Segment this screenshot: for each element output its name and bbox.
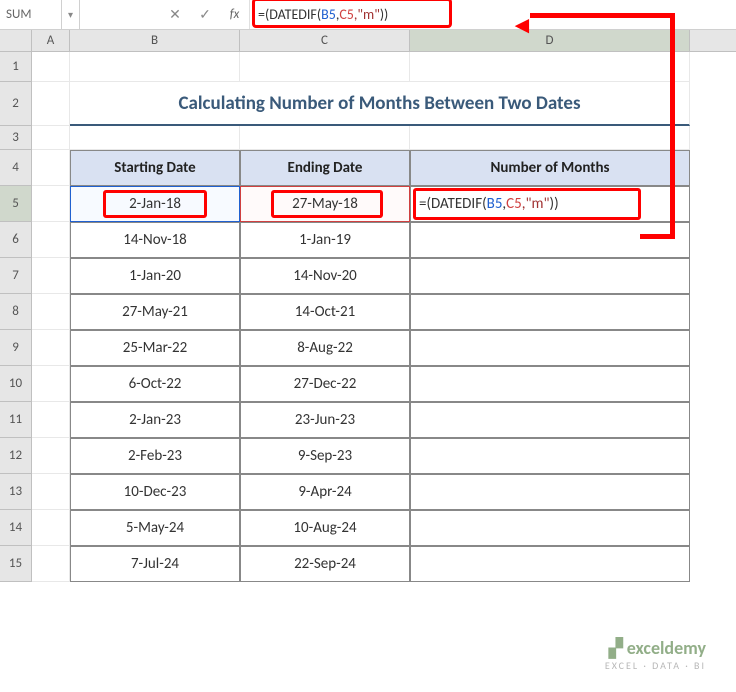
- fx-icon[interactable]: fx: [220, 0, 250, 29]
- col-header-a[interactable]: A: [32, 30, 70, 51]
- row-header[interactable]: 3: [0, 126, 32, 150]
- cell-d5-formula[interactable]: =(DATEDIF(B5,C5,"m")): [410, 186, 690, 222]
- cell[interactable]: [32, 438, 70, 474]
- cell[interactable]: [32, 402, 70, 438]
- cell[interactable]: [410, 126, 690, 150]
- row-header[interactable]: 7: [0, 258, 32, 294]
- cell-c9[interactable]: 8-Aug-22: [240, 330, 410, 366]
- cell-d13[interactable]: [410, 474, 690, 510]
- cell-value: 27-May-18: [292, 195, 358, 213]
- cell-b15[interactable]: 7-Jul-24: [70, 546, 240, 582]
- enter-icon[interactable]: ✓: [190, 0, 220, 29]
- cell-b5[interactable]: 2-Jan-18: [70, 186, 240, 222]
- row-header[interactable]: 1: [0, 52, 32, 82]
- cell-d8[interactable]: [410, 294, 690, 330]
- cell-b13[interactable]: 10-Dec-23: [70, 474, 240, 510]
- cell[interactable]: [32, 126, 70, 150]
- cell-c8[interactable]: 14-Oct-21: [240, 294, 410, 330]
- cell[interactable]: [32, 258, 70, 294]
- row-header[interactable]: 14: [0, 510, 32, 546]
- cell[interactable]: [32, 546, 70, 582]
- cell[interactable]: [32, 82, 70, 126]
- cell[interactable]: [32, 366, 70, 402]
- row-header[interactable]: 4: [0, 150, 32, 186]
- cell-b9[interactable]: 25-Mar-22: [70, 330, 240, 366]
- cell-b10[interactable]: 6-Oct-22: [70, 366, 240, 402]
- cell[interactable]: [70, 126, 240, 150]
- row-header[interactable]: 5: [0, 186, 32, 222]
- select-all-corner[interactable]: [0, 30, 32, 51]
- watermark-tagline: EXCEL · DATA · BI: [605, 659, 706, 672]
- cell-c6[interactable]: 1-Jan-19: [240, 222, 410, 258]
- col-header-c[interactable]: C: [240, 30, 410, 51]
- connector: [640, 234, 675, 239]
- cell[interactable]: [32, 474, 70, 510]
- row-header[interactable]: 15: [0, 546, 32, 582]
- title-cell[interactable]: Calculating Number of Months Between Two…: [70, 82, 690, 126]
- watermark: ▞ exceldemy EXCEL · DATA · BI: [605, 637, 706, 672]
- column-headers: A B C D: [0, 30, 736, 52]
- cell-c14[interactable]: 10-Aug-24: [240, 510, 410, 546]
- name-box[interactable]: SUM: [0, 0, 62, 29]
- cancel-icon[interactable]: ✕: [160, 0, 190, 29]
- cell-b11[interactable]: 2-Jan-23: [70, 402, 240, 438]
- cell-d11[interactable]: [410, 402, 690, 438]
- row-header[interactable]: 12: [0, 438, 32, 474]
- row-header[interactable]: 2: [0, 82, 32, 126]
- cell[interactable]: [32, 150, 70, 186]
- cell-c13[interactable]: 9-Apr-24: [240, 474, 410, 510]
- cell[interactable]: [240, 52, 410, 82]
- grid: 1 2 Calculating Number of Months Between…: [0, 52, 736, 582]
- cell-c15[interactable]: 22-Sep-24: [240, 546, 410, 582]
- cell-c7[interactable]: 14-Nov-20: [240, 258, 410, 294]
- cell-b8[interactable]: 27-May-21: [70, 294, 240, 330]
- cell[interactable]: [32, 222, 70, 258]
- row-header[interactable]: 8: [0, 294, 32, 330]
- connector: [670, 13, 675, 238]
- watermark-logo: ▞ exceldemy: [605, 637, 706, 659]
- header-starting-date[interactable]: Starting Date: [70, 150, 240, 186]
- cell-d14[interactable]: [410, 510, 690, 546]
- row-header[interactable]: 11: [0, 402, 32, 438]
- cell[interactable]: [32, 186, 70, 222]
- header-months[interactable]: Number of Months: [410, 150, 690, 186]
- cell-b7[interactable]: 1-Jan-20: [70, 258, 240, 294]
- cell[interactable]: [70, 52, 240, 82]
- header-ending-date[interactable]: Ending Date: [240, 150, 410, 186]
- cell-b14[interactable]: 5-May-24: [70, 510, 240, 546]
- cell-d12[interactable]: [410, 438, 690, 474]
- row-header[interactable]: 9: [0, 330, 32, 366]
- cell-c5[interactable]: 27-May-18: [240, 186, 410, 222]
- cell[interactable]: [32, 52, 70, 82]
- row-header[interactable]: 13: [0, 474, 32, 510]
- cell[interactable]: [410, 52, 690, 82]
- cell-d15[interactable]: [410, 546, 690, 582]
- cell-b12[interactable]: 2-Feb-23: [70, 438, 240, 474]
- cell-c10[interactable]: 27-Dec-22: [240, 366, 410, 402]
- cell-d10[interactable]: [410, 366, 690, 402]
- cell-d9[interactable]: [410, 330, 690, 366]
- col-header-d[interactable]: D: [410, 30, 690, 51]
- cell[interactable]: [32, 510, 70, 546]
- cell-value: 2-Jan-18: [129, 195, 181, 213]
- cell-c12[interactable]: 9-Sep-23: [240, 438, 410, 474]
- connector: [530, 13, 675, 18]
- row-header[interactable]: 10: [0, 366, 32, 402]
- cell[interactable]: [240, 126, 410, 150]
- cell-c11[interactable]: 23-Jun-23: [240, 402, 410, 438]
- row-header[interactable]: 6: [0, 222, 32, 258]
- col-header-b[interactable]: B: [70, 30, 240, 51]
- cell-d6[interactable]: [410, 222, 690, 258]
- cell[interactable]: [32, 330, 70, 366]
- cell[interactable]: [32, 294, 70, 330]
- cell-d7[interactable]: [410, 258, 690, 294]
- cell-b6[interactable]: 14-Nov-18: [70, 222, 240, 258]
- name-box-dropdown-icon[interactable]: ▾: [62, 0, 80, 29]
